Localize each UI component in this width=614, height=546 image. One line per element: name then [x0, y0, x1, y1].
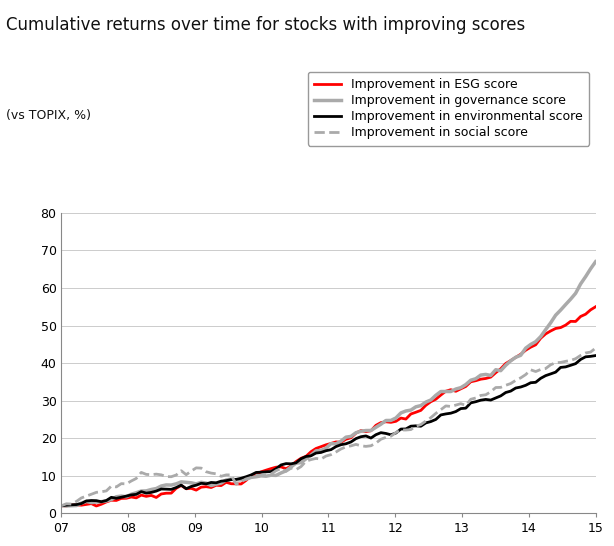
- Improvement in governance score: [522, 345, 529, 352]
- Line: Improvement in ESG score: Improvement in ESG score: [61, 307, 596, 506]
- Text: Cumulative returns over time for stocks with improving scores: Cumulative returns over time for stocks …: [6, 16, 526, 34]
- Improvement in ESG score: [118, 495, 125, 502]
- Improvement in environmental score: [308, 453, 315, 459]
- Improvement in ESG score: [587, 307, 594, 313]
- Improvement in governance score: [63, 503, 70, 509]
- Improvement in ESG score: [522, 347, 529, 353]
- Improvement in environmental score: [582, 354, 589, 360]
- Text: (vs TOPIX, %): (vs TOPIX, %): [6, 109, 91, 122]
- Improvement in environmental score: [142, 490, 150, 496]
- Improvement in governance score: [58, 502, 65, 509]
- Improvement in environmental score: [58, 502, 65, 509]
- Improvement in social score: [517, 375, 524, 381]
- Improvement in governance score: [147, 486, 155, 493]
- Improvement in environmental score: [482, 396, 489, 403]
- Improvement in governance score: [592, 258, 599, 265]
- Improvement in environmental score: [517, 384, 524, 390]
- Legend: Improvement in ESG score, Improvement in governance score, Improvement in enviro: Improvement in ESG score, Improvement in…: [308, 72, 589, 146]
- Line: Improvement in social score: Improvement in social score: [61, 348, 596, 506]
- Improvement in environmental score: [592, 352, 599, 359]
- Improvement in governance score: [118, 493, 125, 500]
- Improvement in environmental score: [112, 495, 120, 502]
- Line: Improvement in environmental score: Improvement in environmental score: [61, 355, 596, 506]
- Improvement in ESG score: [58, 502, 65, 509]
- Improvement in social score: [592, 345, 599, 352]
- Improvement in governance score: [313, 448, 320, 454]
- Improvement in governance score: [587, 265, 594, 272]
- Improvement in social score: [142, 471, 150, 478]
- Line: Improvement in governance score: Improvement in governance score: [61, 262, 596, 506]
- Improvement in ESG score: [147, 492, 155, 498]
- Improvement in social score: [112, 484, 120, 490]
- Improvement in ESG score: [487, 374, 494, 381]
- Improvement in ESG score: [313, 445, 320, 452]
- Improvement in governance score: [487, 372, 494, 379]
- Improvement in social score: [58, 502, 65, 509]
- Improvement in social score: [308, 456, 315, 463]
- Improvement in ESG score: [592, 304, 599, 310]
- Improvement in social score: [582, 349, 589, 356]
- Improvement in social score: [482, 391, 489, 398]
- Improvement in ESG score: [93, 503, 100, 509]
